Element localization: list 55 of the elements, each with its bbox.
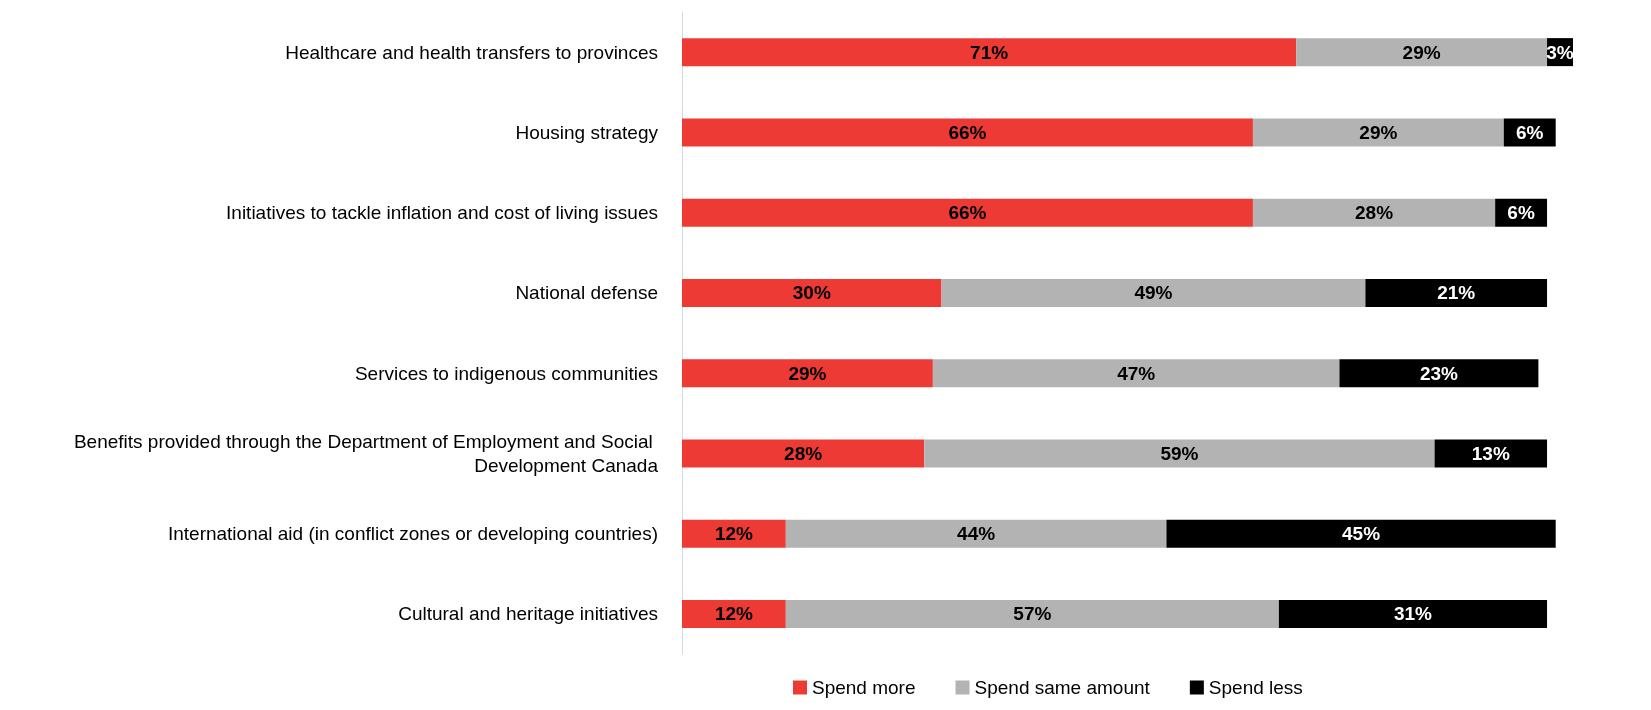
y-tick-label: Housing strategy: [515, 121, 659, 143]
bar: [1166, 519, 1556, 548]
bar: [1365, 278, 1548, 307]
y-tick-label: Healthcare and health transfers to provinces: [285, 41, 658, 63]
y-tick-label: International aid (in conflict zones or developing countries): [167, 523, 658, 545]
bar: [932, 359, 1340, 388]
legend-label: Spend more: [812, 677, 916, 698]
data-label: 12%: [714, 603, 754, 625]
data-label: 21%: [1437, 282, 1476, 304]
bar: [785, 519, 1167, 548]
data-label: 29%: [788, 362, 827, 384]
bar: [941, 278, 1366, 307]
y-tick-label: Cultural and heritage initiatives: [398, 603, 658, 625]
data-label: 57%: [1013, 603, 1052, 625]
data-label: 59%: [1160, 442, 1199, 464]
bar: [1339, 359, 1539, 388]
bar: [1252, 198, 1496, 227]
data-label: 6%: [1507, 202, 1535, 224]
data-label: 12%: [714, 523, 754, 545]
bar: [682, 519, 786, 548]
bar: [1296, 38, 1548, 67]
bar: [1434, 439, 1548, 468]
bar: [1252, 118, 1504, 147]
data-label: 29%: [1359, 121, 1398, 143]
data-label: 71%: [970, 41, 1009, 63]
data-label: 66%: [948, 121, 987, 143]
data-label: 47%: [1117, 362, 1156, 384]
data-label: 28%: [784, 442, 823, 464]
data-label: 45%: [1342, 523, 1381, 545]
data-label: 13%: [1471, 442, 1510, 464]
bar: [682, 439, 925, 468]
data-label: 30%: [792, 282, 831, 304]
data-label: 31%: [1393, 603, 1433, 625]
y-tick-label: Services to indigenous communities: [354, 362, 658, 384]
bar: [682, 118, 1253, 147]
bar: [785, 599, 1279, 628]
bar: [1278, 599, 1548, 628]
legend-label: Spend same amount: [974, 677, 1151, 698]
data-label: 66%: [948, 202, 987, 224]
bar: [924, 439, 1435, 468]
data-label: 28%: [1355, 202, 1394, 224]
bar: [682, 359, 933, 388]
data-label: 44%: [957, 523, 996, 545]
y-tick-label: Benefits provided through the Department of Employment and Social Development Canada: [73, 430, 659, 476]
bar: [682, 278, 942, 307]
bar: [682, 198, 1253, 227]
y-tick-label: Initiatives to tackle inflation and cost of living issues: [226, 202, 658, 224]
bar: [682, 38, 1297, 67]
data-label: 23%: [1419, 362, 1459, 384]
data-label: 49%: [1134, 282, 1173, 304]
legend-label: Spend less: [1208, 677, 1303, 698]
y-tick-label: National defense: [515, 282, 658, 304]
data-label: 6%: [1516, 121, 1544, 143]
data-label: 29%: [1402, 41, 1441, 63]
bar: [682, 599, 786, 628]
